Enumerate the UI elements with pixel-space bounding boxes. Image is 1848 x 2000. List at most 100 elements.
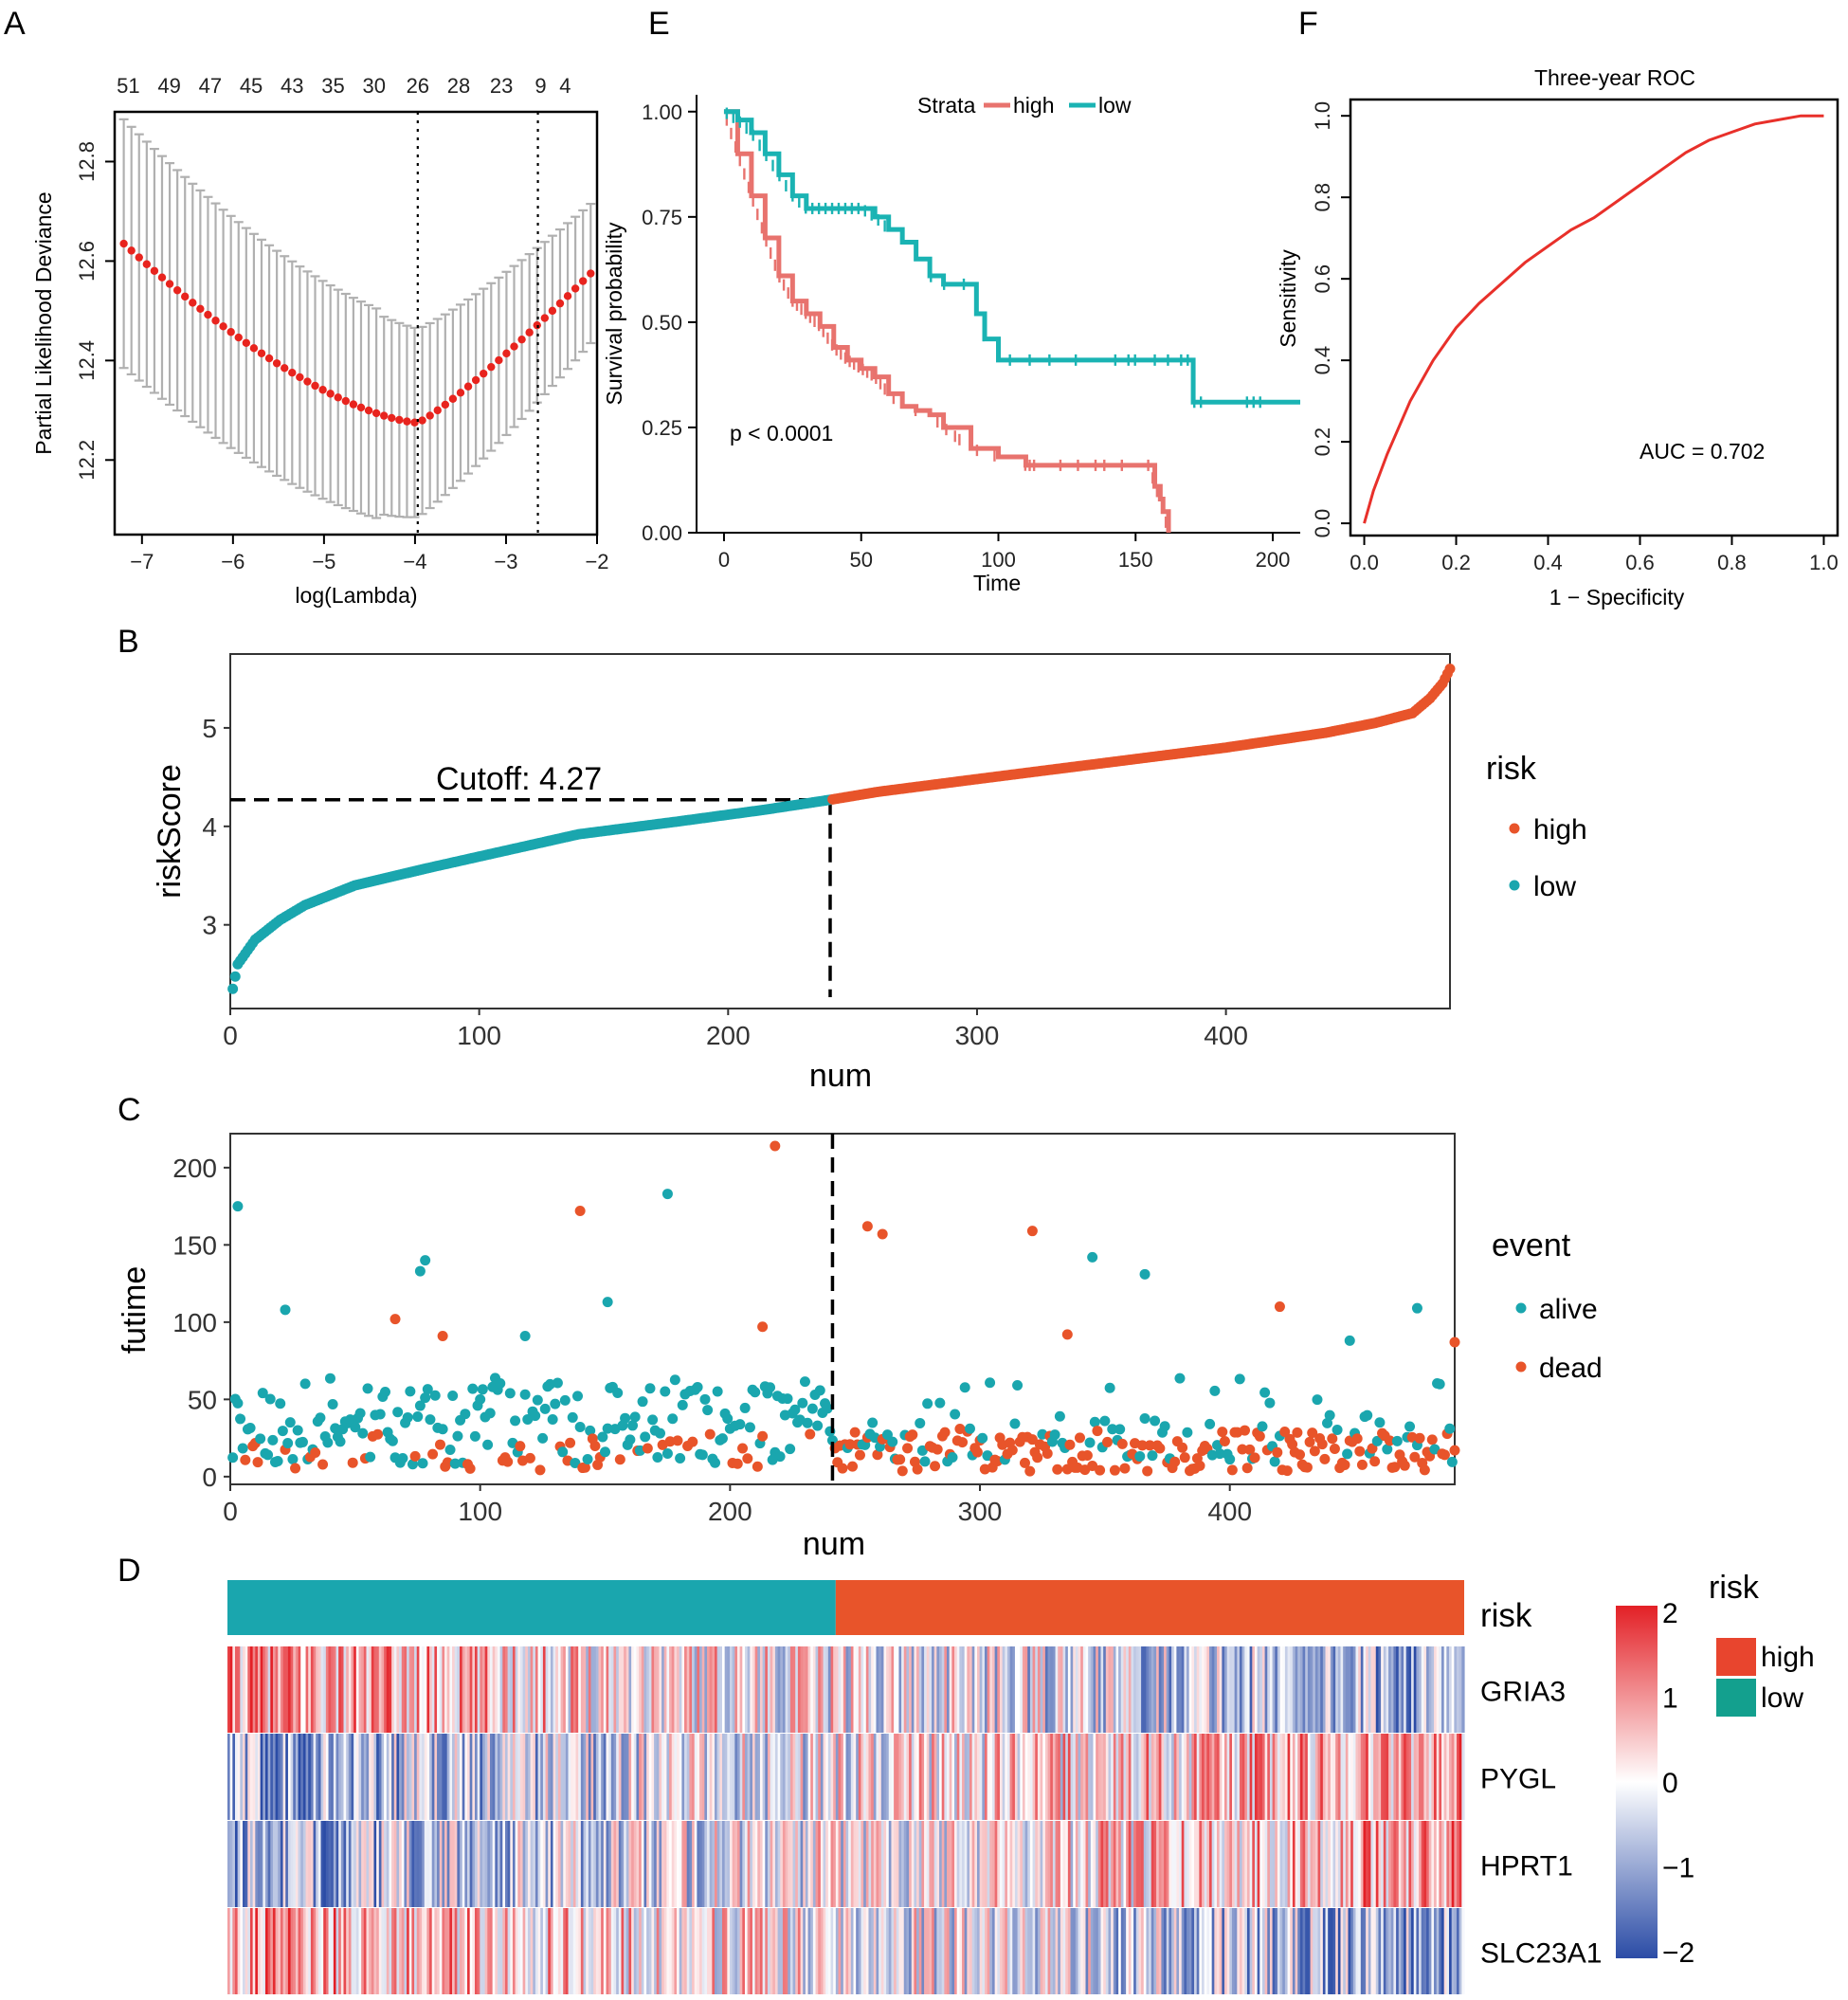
survival-point-alive [1205, 1418, 1216, 1429]
heatmap-cell [586, 1908, 589, 1994]
heatmap-cell [333, 1646, 337, 1733]
heatmap-cell [245, 1646, 248, 1733]
heatmap-cell [408, 1908, 413, 1994]
survival-point-dead [895, 1454, 906, 1465]
heatmap-cell [643, 1908, 647, 1994]
heatmap-cell [1214, 1821, 1218, 1907]
heatmap-cell [1314, 1908, 1319, 1994]
heatmap-cell [593, 1821, 597, 1907]
survival-point-alive [1344, 1335, 1355, 1346]
heatmap-cell [933, 1908, 937, 1994]
heatmap-cell [1088, 1734, 1092, 1820]
heatmap-cell [242, 1646, 246, 1733]
km-panel: Strata high low p < 0.0001 0 50 100 150 200 … [602, 93, 1300, 595]
heatmap-cell [1027, 1908, 1031, 1994]
survival-point-alive [1444, 1423, 1456, 1434]
roc-line [1363, 114, 1824, 524]
heatmap-cell [812, 1908, 817, 1994]
heatmap-cell [1313, 1908, 1316, 1994]
heatmap-cell [1373, 1908, 1377, 1994]
heatmap-cell [1405, 1646, 1410, 1733]
heatmap-cell [517, 1734, 521, 1820]
heatmap-cell [1335, 1908, 1339, 1994]
heatmap-cell [1264, 1908, 1268, 1994]
heatmap-cell [1065, 1646, 1069, 1733]
heatmap-cell [1439, 1646, 1442, 1733]
heatmap-cell [422, 1646, 426, 1733]
heatmap-cell [628, 1646, 632, 1733]
heatmap-cell [522, 1908, 526, 1994]
heatmap-cell [1196, 1908, 1200, 1994]
heatmap-cell [929, 1646, 933, 1733]
heatmap-cell [795, 1908, 799, 1994]
heatmap-cell [278, 1646, 281, 1733]
heatmap-cell [1388, 1908, 1392, 1994]
heatmap-cell [481, 1821, 486, 1907]
heatmap-cell [736, 1734, 741, 1820]
heatmap-legend-title: risk [1709, 1570, 1760, 1606]
heatmap-cell [618, 1908, 623, 1994]
heatmap-cell [1416, 1734, 1420, 1820]
heatmap-cell [715, 1908, 718, 1994]
heatmap-cell [560, 1908, 564, 1994]
heatmap-cell [715, 1646, 718, 1733]
heatmap-cell [1348, 1908, 1351, 1994]
heatmap-cell [1085, 1734, 1089, 1820]
event-legend-dead-label: dead [1539, 1353, 1603, 1384]
heatmap-cell [1457, 1646, 1460, 1733]
heatmap-cell [335, 1646, 339, 1733]
lasso-point [326, 390, 335, 398]
heatmap-cell [964, 1908, 968, 1994]
heatmap-cell [1113, 1908, 1117, 1994]
heatmap-cell [608, 1908, 612, 1994]
heatmap-cell [1237, 1821, 1241, 1907]
heatmap-cell [457, 1646, 461, 1733]
heatmap-cell [512, 1646, 516, 1733]
heatmap-cell [838, 1821, 842, 1907]
heatmap-cell [469, 1646, 473, 1733]
heatmap-cell [1206, 1646, 1210, 1733]
heatmap-cell [1138, 1734, 1142, 1820]
heatmap-cell [348, 1821, 353, 1907]
heatmap-cell [1405, 1908, 1410, 1994]
heatmap-cell [389, 1908, 392, 1994]
heatmap-cell [275, 1646, 279, 1733]
heatmap-cell [1113, 1646, 1117, 1733]
heatmap-cell [1070, 1646, 1074, 1733]
heatmap-cell [689, 1734, 693, 1820]
heatmap-cell [1014, 1908, 1019, 1994]
heatmap-cell [1032, 1734, 1036, 1820]
heatmap-cell [810, 1734, 814, 1820]
heatmap-cell [530, 1646, 534, 1733]
heatmap-cell [320, 1908, 324, 1994]
heatmap-cell [1088, 1908, 1092, 1994]
heatmap-cell [909, 1908, 913, 1994]
heatmap-cell [1012, 1646, 1016, 1733]
heatmap-cell [1191, 1908, 1195, 1994]
heatmap-cell [475, 1734, 479, 1820]
survival-point-alive [570, 1457, 581, 1468]
lasso-point [264, 354, 274, 363]
heatmap-cell [792, 1646, 796, 1733]
survival-point-dead [1052, 1464, 1063, 1475]
heatmap-cell [810, 1821, 814, 1907]
heatmap-cell [767, 1908, 771, 1994]
heatmap-cell [744, 1734, 749, 1820]
heatmap-cell [984, 1646, 988, 1733]
heatmap-cell [1002, 1646, 1006, 1733]
heatmap-cell [1017, 1821, 1021, 1907]
heatmap-cell [424, 1734, 427, 1820]
heatmap-cell [575, 1646, 579, 1733]
heatmap-cell [747, 1734, 751, 1820]
heatmap-cell [744, 1908, 749, 1994]
heatmap-cell [833, 1821, 837, 1907]
heatmap-cell [533, 1734, 536, 1820]
heatmap-cell [460, 1646, 463, 1733]
heatmap-cell [1067, 1908, 1072, 1994]
survival-point-alive [1089, 1416, 1100, 1427]
heatmap-cell [788, 1821, 791, 1907]
heatmap-cell [522, 1734, 526, 1820]
heatmap-cell [788, 1908, 791, 1994]
heatmap-cell [842, 1734, 847, 1820]
heatmap-cell [810, 1908, 814, 1994]
